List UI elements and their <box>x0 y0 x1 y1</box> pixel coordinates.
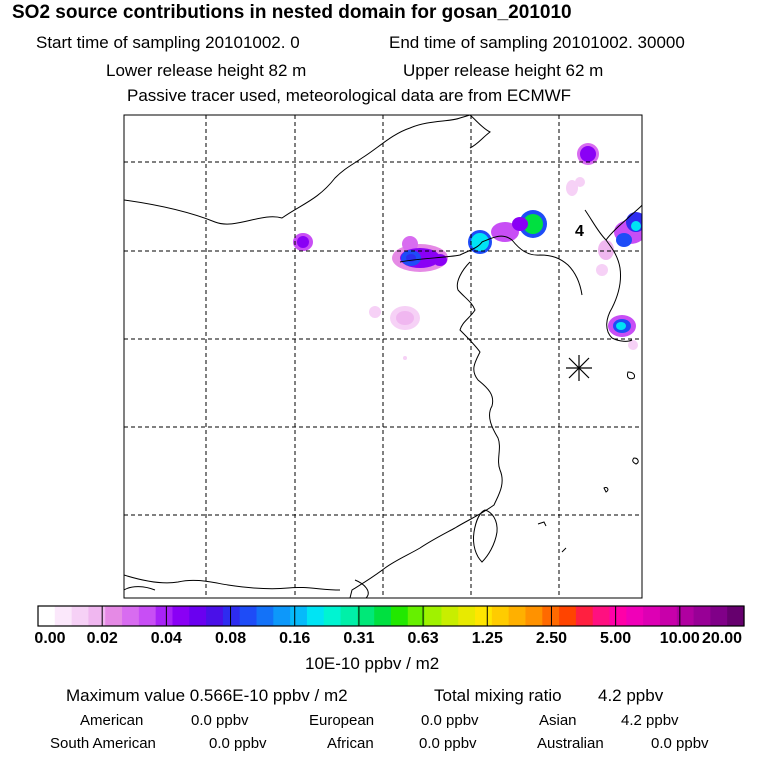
colorbar-cell <box>559 606 577 626</box>
colorbar-tick-label: 0.00 <box>34 630 66 647</box>
colorbar-cell <box>189 606 207 626</box>
colorbar-cell <box>609 606 627 626</box>
colorbar-cell <box>727 606 745 626</box>
colorbar-cell <box>122 606 140 626</box>
colorbar-cell <box>323 606 342 626</box>
upper-height-label: Upper release height 62 m <box>403 61 604 80</box>
colorbar-cell <box>155 606 174 626</box>
colorbar-cell <box>38 606 56 626</box>
max-value-label: Maximum value 0.566E-10 ppbv / m2 <box>66 686 348 705</box>
region-name: Australian <box>537 735 604 752</box>
colorbar-cell <box>475 606 493 626</box>
colorbar-frame <box>37 605 745 627</box>
colorbar-cell <box>643 606 661 626</box>
colorbar-cell <box>256 606 274 626</box>
colorbar-tick-label: 0.02 <box>86 630 118 647</box>
colorbar-cell <box>172 606 190 626</box>
colorbar-tick-label: 2.50 <box>535 630 568 647</box>
data-source-note: Passive tracer used, meteorological data… <box>127 86 572 105</box>
region-name: African <box>327 735 374 752</box>
start-time-label: Start time of sampling 20101002. 0 <box>36 33 300 52</box>
colorbar-tick-label: 0.04 <box>150 630 182 647</box>
total-mixing-value: 4.2 ppbv <box>598 686 664 705</box>
colorbar-cell <box>391 606 409 626</box>
colorbar-cell <box>693 606 711 626</box>
region-value: 0.0 ppbv <box>421 712 479 729</box>
colorbar-tick-label: 10.00 <box>659 630 700 647</box>
end-time-label: End time of sampling 20101002. 30000 <box>389 33 685 52</box>
colorbar-cell <box>239 606 258 626</box>
colorbar-cell <box>659 606 678 626</box>
page-title: SO2 source contributions in nested domai… <box>12 2 572 23</box>
colorbar-cells <box>38 606 745 626</box>
grid-lines <box>124 115 642 598</box>
region-name: Asian <box>539 712 577 729</box>
colorbar-tick-label: 1.25 <box>471 630 503 647</box>
colorbar-cell <box>54 606 73 626</box>
colorbar-tick-label: 5.00 <box>600 630 632 647</box>
colorbar-cell <box>340 606 358 626</box>
colorbar-tick-label: 0.63 <box>407 630 439 647</box>
colorbar-cell <box>491 606 510 626</box>
colorbar-cell <box>105 606 123 626</box>
colorbar-tick-label: 0.08 <box>214 630 247 647</box>
region-name: European <box>309 712 375 729</box>
colorbar-cell <box>206 606 224 626</box>
lower-height-label: Lower release height 82 m <box>106 61 307 80</box>
colorbar-cell <box>626 606 644 626</box>
colorbar-cell <box>290 606 308 626</box>
colorbar-cell <box>441 606 459 626</box>
region-value: 0.0 ppbv <box>419 735 477 752</box>
map-marker-label: 4 <box>575 223 584 240</box>
colorbar-tick-label: 0.16 <box>279 630 311 647</box>
colorbar-cell <box>458 606 476 626</box>
colorbar-cell <box>592 606 611 626</box>
colorbar-cell <box>306 606 325 626</box>
colorbar-cell <box>525 606 543 626</box>
colorbar-cell <box>71 606 90 626</box>
colorbar-cell <box>273 606 291 626</box>
colorbar-cell <box>710 606 728 626</box>
colorbar-tick-label: 0.31 <box>343 630 375 647</box>
colorbar-units: 10E-10 ppbv / m2 <box>305 654 440 673</box>
colorbar-cell <box>357 606 375 626</box>
colorbar-cell <box>575 606 594 626</box>
colorbar-cell <box>222 606 241 626</box>
colorbar-cell <box>138 606 157 626</box>
region-value: 0.0 ppbv <box>191 712 249 729</box>
region-name: South American <box>50 735 156 752</box>
colorbar-cell <box>676 606 695 626</box>
region-value: 4.2 ppbv <box>621 712 679 729</box>
colorbar-cell <box>407 606 426 626</box>
plume-layer <box>293 143 642 360</box>
colorbar-cell <box>508 606 527 626</box>
region-value: 0.0 ppbv <box>651 735 709 752</box>
colorbar-tick-label: 20.00 <box>701 630 743 647</box>
region-value: 0.0 ppbv <box>209 735 267 752</box>
asterisk-icon <box>566 355 592 381</box>
map-frame <box>123 114 643 599</box>
total-mixing-label: Total mixing ratio <box>434 686 562 705</box>
colorbar-cell <box>424 606 443 626</box>
colorbar-cell <box>88 606 106 626</box>
colorbar-cell <box>374 606 392 626</box>
region-name: American <box>80 712 144 729</box>
